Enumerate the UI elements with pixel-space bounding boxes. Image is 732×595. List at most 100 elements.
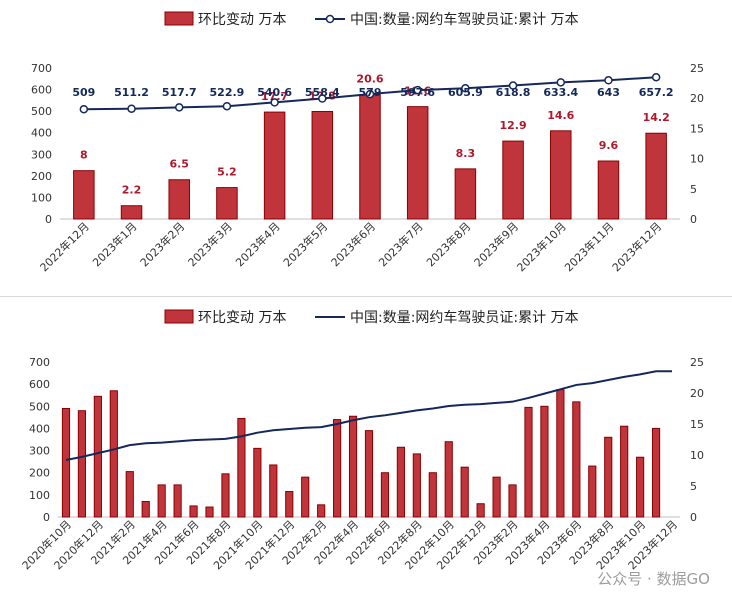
line-marker xyxy=(79,104,89,114)
legend-bar-swatch xyxy=(164,309,194,324)
bar xyxy=(311,110,334,220)
line-data-label: 597.6 xyxy=(400,86,435,99)
bar xyxy=(173,484,182,518)
right-axis-tick-label: 0 xyxy=(690,213,697,226)
x-axis-tick-label: 2023年12月 xyxy=(609,219,664,274)
right-axis-tick-label: 10 xyxy=(690,449,704,462)
left-axis-tick-label: 200 xyxy=(29,467,50,480)
bar-data-label: 8.3 xyxy=(456,147,476,160)
left-axis-tick-label: 0 xyxy=(43,511,50,524)
left-axis-tick-label: 200 xyxy=(31,170,52,183)
bar-data-label: 14.6 xyxy=(547,109,574,122)
left-axis-tick-label: 300 xyxy=(29,445,50,458)
line-marker xyxy=(461,84,470,93)
right-axis-tick-label: 20 xyxy=(690,387,704,400)
x-axis-tick-label: 2023年3月 xyxy=(185,219,235,269)
line-marker xyxy=(127,104,136,113)
chart-2-svg: 环比变动 万本 中国:数量:网约车驾驶员证:累计 万本01002003004005… xyxy=(19,309,704,572)
left-axis-tick-label: 100 xyxy=(29,489,50,502)
bar xyxy=(168,179,190,220)
legend-bar-label: 环比变动 万本 xyxy=(198,310,286,326)
bar xyxy=(157,484,166,518)
bar xyxy=(502,140,524,220)
x-axis-tick-label: 2023年8月 xyxy=(423,219,473,269)
x-axis-tick-label: 2023年7月 xyxy=(376,219,426,269)
line-data-label: 579 xyxy=(359,86,382,99)
x-axis-tick-label: 2023年10月 xyxy=(514,219,569,274)
line-data-label: 522.9 xyxy=(210,86,245,99)
bar xyxy=(380,472,390,518)
right-axis-tick-label: 25 xyxy=(690,62,704,75)
chart-panel-2: 环比变动 万本 中国:数量:网约车驾驶员证:累计 万本 0 100 200 300 400 5… xyxy=(0,298,732,595)
line-marker xyxy=(222,101,232,111)
bar-data-label: 2.2 xyxy=(122,184,142,197)
line-data-label: 509 xyxy=(72,86,95,99)
right-axis-tick-label: 25 xyxy=(690,356,704,369)
bar xyxy=(604,436,613,518)
bar-data-label: 9.6 xyxy=(599,139,619,152)
line-marker xyxy=(174,103,184,112)
bar xyxy=(588,465,597,518)
right-axis-tick-label: 15 xyxy=(690,418,704,431)
line-marker xyxy=(556,78,566,87)
bar xyxy=(301,476,310,518)
bar-data-label: 8 xyxy=(80,149,88,162)
chart-panel-1: 环比变动 万本 中国:数量:网约车驾驶员证:累计 万本 0 100 200 300 400 5… xyxy=(0,0,732,296)
bar xyxy=(406,106,429,220)
left-axis-tick-label: 100 xyxy=(31,191,52,204)
bar xyxy=(556,389,565,518)
bar xyxy=(333,419,342,518)
left-axis-tick-label: 300 xyxy=(31,148,52,161)
bar xyxy=(524,406,533,518)
left-axis-tick-label: 0 xyxy=(45,213,52,226)
bar xyxy=(460,466,469,518)
right-axis-tick-label: 10 xyxy=(690,153,704,166)
left-axis-tick-label: 500 xyxy=(29,400,50,413)
bar xyxy=(492,476,501,518)
bar xyxy=(269,464,278,518)
bar xyxy=(120,205,143,220)
left-axis-tick-label: 400 xyxy=(31,127,52,140)
line-data-label: 517.7 xyxy=(162,86,197,99)
line-marker xyxy=(270,98,279,107)
bar-data-label: 14.2 xyxy=(643,111,670,124)
panel-divider xyxy=(0,296,732,297)
x-axis-tick-label: 2023年11月 xyxy=(561,219,616,274)
bar xyxy=(476,503,485,518)
bar xyxy=(285,491,294,518)
line-data-label: 618.8 xyxy=(496,86,531,99)
left-axis-tick-label: 600 xyxy=(29,378,50,391)
legend-line-marker xyxy=(325,14,335,24)
bar xyxy=(125,471,134,518)
right-axis-tick-label: 20 xyxy=(690,92,704,105)
bar xyxy=(189,505,198,518)
line-marker xyxy=(318,94,327,103)
line-data-label: 540.6 xyxy=(257,86,292,99)
bar xyxy=(73,170,95,220)
bar xyxy=(572,401,581,518)
bar-data-label: 6.5 xyxy=(169,158,189,171)
bar xyxy=(253,447,262,518)
bar xyxy=(508,484,517,518)
bar xyxy=(364,430,374,518)
bar-data-label: 20.6 xyxy=(356,73,383,86)
bar xyxy=(540,405,549,518)
bar xyxy=(597,160,620,220)
x-axis-tick-label: 2023年9月 xyxy=(471,219,521,269)
line-marker xyxy=(651,72,661,82)
bar-data-label: 5.2 xyxy=(217,166,237,179)
bar-data-label: 17.7 xyxy=(261,90,288,103)
bar-data-label: 12.9 xyxy=(500,119,527,132)
line-data-label: 657.2 xyxy=(639,86,674,99)
left-axis-tick-label: 500 xyxy=(31,105,52,118)
line-data-label: 633.4 xyxy=(543,86,578,99)
x-axis-tick-label: 2023年5月 xyxy=(280,219,330,269)
line-data-label: 511.2 xyxy=(114,86,149,99)
legend-line-label: 中国:数量:网约车驾驶员证:累计 万本 xyxy=(350,309,579,326)
bar xyxy=(205,506,214,518)
bar xyxy=(454,168,477,220)
line-marker xyxy=(604,76,613,85)
line-data-label: 605.9 xyxy=(448,86,483,99)
bar xyxy=(428,472,437,518)
right-axis-tick-label: 5 xyxy=(690,480,697,493)
